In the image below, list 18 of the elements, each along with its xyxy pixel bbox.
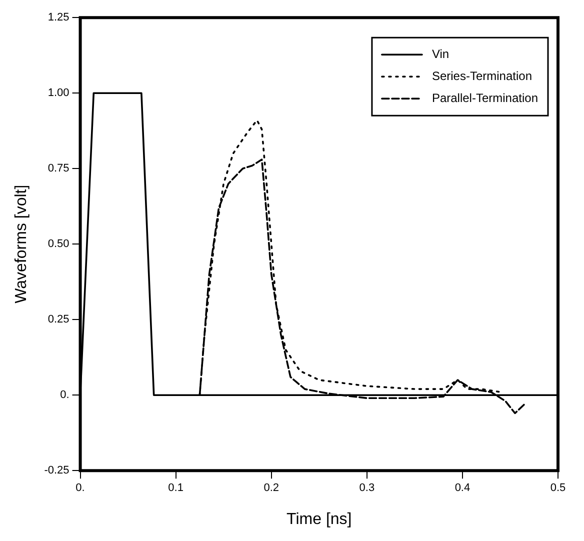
x-axis-title: Time [ns]	[286, 510, 352, 528]
x-tick-label: 0.4	[454, 482, 470, 494]
y-tick-label: 0.25	[48, 314, 70, 326]
y-tick-label: 0.75	[48, 162, 70, 175]
x-tick-label: 0.	[76, 482, 85, 494]
y-tick-label: 1.00	[48, 87, 70, 100]
y-tick-label: 0.50	[48, 238, 70, 250]
x-tick-label: 0.1	[168, 482, 184, 494]
x-tick-label: 0.3	[359, 482, 375, 494]
x-tick-label: 0.2	[264, 482, 280, 494]
y-tick-label: -0.25	[44, 464, 70, 477]
legend-label: Parallel-Termination	[432, 90, 538, 105]
legend-label: Series-Termination	[432, 68, 532, 83]
legend-label: Vin	[432, 46, 450, 61]
x-tick-label: 0.5	[550, 482, 566, 494]
y-axis-title: Waveforms [volt]	[13, 184, 30, 304]
y-tick-label: 1.25	[48, 12, 70, 24]
y-tick-label: 0.	[60, 389, 70, 402]
